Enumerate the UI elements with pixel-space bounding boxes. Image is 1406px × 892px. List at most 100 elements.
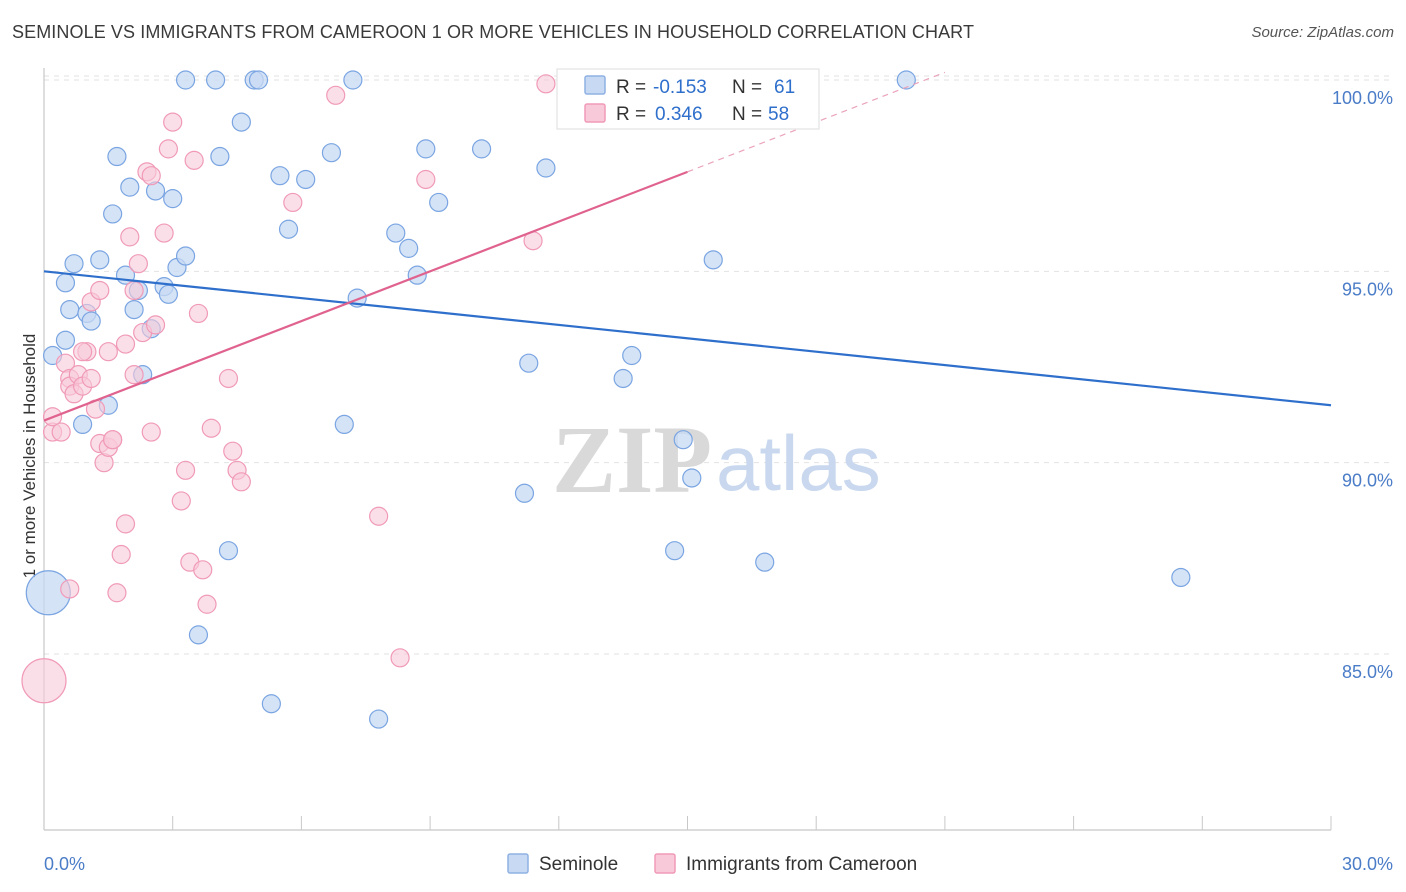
cameroon-point — [154, 223, 174, 243]
cameroon-point — [141, 422, 161, 442]
seminole-point — [210, 146, 230, 167]
x-tick-label-min: 0.0% — [44, 854, 85, 874]
seminole-point — [163, 189, 183, 209]
cameroon-point — [188, 303, 209, 324]
cameroon-point — [163, 112, 183, 132]
cameroon-point — [124, 365, 144, 385]
legend-n-value-2: 58 — [768, 104, 789, 125]
legend-swatch-cameroon — [584, 103, 606, 123]
bottom-legend: Seminole Immigrants from Cameroon — [507, 853, 917, 875]
seminole-point — [613, 368, 633, 389]
seminole-point — [682, 468, 702, 488]
cameroon-point — [369, 506, 389, 526]
seminole-point — [673, 430, 693, 450]
cameroon-point — [51, 422, 71, 442]
seminole-point — [296, 169, 316, 190]
seminole-point — [343, 70, 363, 90]
cameroon-point — [115, 334, 136, 354]
seminole-point — [369, 709, 389, 729]
seminole-point — [188, 625, 209, 645]
seminole-point — [218, 541, 239, 561]
cameroon-point — [73, 342, 93, 362]
seminole-point — [60, 300, 80, 320]
cameroon-point — [158, 139, 179, 159]
cameroon-point — [201, 418, 221, 438]
cameroon-point — [231, 472, 251, 492]
seminole-point — [519, 353, 539, 373]
seminole-point — [386, 223, 406, 243]
seminole-point — [231, 112, 251, 132]
seminole-point — [55, 330, 76, 350]
seminole-point — [158, 284, 179, 304]
y-tick-label: 95.0% — [1342, 279, 1393, 299]
cameroon-point — [326, 85, 346, 105]
seminole-point — [755, 552, 775, 572]
seminole-point — [248, 70, 269, 90]
chart-title: SEMINOLE VS IMMIGRANTS FROM CAMEROON 1 O… — [12, 22, 975, 42]
y-tick-label: 100.0% — [1332, 88, 1393, 108]
y-tick-labels: 85.0% 90.0% 95.0% 100.0% — [1332, 88, 1393, 682]
seminole-point — [270, 166, 290, 186]
seminole-point — [73, 414, 93, 434]
seminole-point — [416, 139, 436, 159]
seminole-point — [622, 345, 642, 366]
seminole-point — [103, 204, 123, 224]
cameroon-point — [21, 658, 67, 704]
seminole-point — [703, 250, 723, 270]
seminole-point — [261, 694, 281, 714]
gridlines — [44, 75, 1392, 655]
seminole-points — [25, 70, 1191, 729]
seminole-point — [90, 250, 110, 270]
seminole-point — [175, 246, 196, 266]
cameroon-point — [115, 514, 136, 534]
cameroon-point — [120, 227, 140, 247]
cameroon-point — [128, 254, 148, 274]
y-tick-label: 90.0% — [1342, 471, 1393, 491]
legend-n-value-1: 61 — [774, 77, 795, 98]
seminole-point — [514, 483, 535, 503]
cameroon-trend-line — [43, 170, 688, 422]
legend-r-label-1: R = — [616, 77, 646, 98]
cameroon-point — [107, 583, 127, 603]
legend-r-value-2: 0.346 — [655, 104, 703, 125]
seminole-point — [81, 311, 101, 331]
seminole-point — [1171, 567, 1191, 588]
bottom-legend-swatch-seminole — [507, 853, 529, 874]
seminole-point — [120, 177, 140, 197]
seminole-point — [429, 192, 449, 213]
cameroon-point — [197, 594, 217, 614]
seminole-point — [536, 158, 556, 178]
seminole-trend-line — [43, 270, 1332, 407]
legend-n-label-1: N = — [732, 77, 762, 98]
legend-box: R = -0.153 N = 61 R = 0.346 N = 58 — [556, 68, 820, 130]
cameroon-point — [111, 544, 131, 565]
seminole-point — [206, 70, 226, 90]
seminole-point — [334, 414, 354, 434]
legend-n-label-2: N = — [732, 104, 762, 125]
cameroon-point — [103, 430, 123, 450]
cameroon-point — [171, 491, 191, 511]
cameroon-point — [145, 315, 166, 335]
cameroon-point — [193, 560, 213, 580]
seminole-point — [665, 541, 685, 561]
seminole-point — [64, 254, 84, 274]
y-tick-label: 85.0% — [1342, 662, 1393, 682]
cameroon-point — [223, 441, 243, 461]
cameroon-point — [81, 368, 101, 389]
cameroon-point — [141, 166, 161, 186]
seminole-point — [124, 300, 144, 320]
seminole-point — [896, 70, 916, 90]
cameroon-point — [283, 192, 303, 213]
legend-r-label-2: R = — [616, 104, 646, 125]
seminole-point — [55, 273, 76, 293]
cameroon-point — [218, 368, 239, 389]
cameroon-point — [390, 648, 410, 668]
source-label: Source: ZipAtlas.com — [1251, 24, 1394, 41]
cameroon-point — [90, 280, 110, 301]
cameroon-point — [184, 150, 204, 170]
cameroon-point — [536, 74, 556, 94]
seminole-point — [321, 143, 342, 163]
legend-r-value-1: -0.153 — [653, 77, 707, 98]
watermark-atlas: atlas — [716, 419, 881, 507]
